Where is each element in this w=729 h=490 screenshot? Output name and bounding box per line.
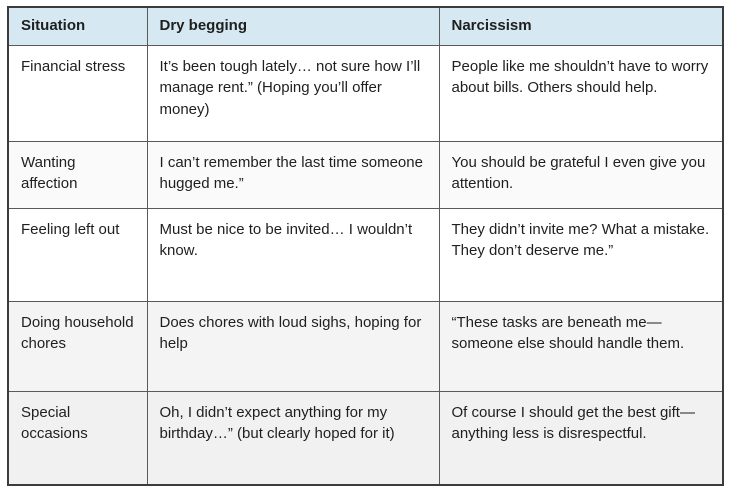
cell-dry-begging: I can’t remember the last time someone h… bbox=[146, 140, 440, 209]
cell-narcissism: They didn’t invite me? What a mistake. T… bbox=[438, 207, 724, 302]
column-header-situation: Situation bbox=[7, 6, 148, 46]
cell-situation: Doing household chores bbox=[7, 300, 148, 392]
table-header-row: Situation Dry begging Narcissism bbox=[7, 6, 724, 46]
column-header-narcissism: Narcissism bbox=[438, 6, 724, 46]
cell-situation: Special occasions bbox=[7, 390, 148, 486]
cell-dry-begging: Must be nice to be invited… I wouldn’t k… bbox=[146, 207, 440, 302]
table-row: Feeling left out Must be nice to be invi… bbox=[7, 207, 724, 302]
table-row: Special occasions Oh, I didn’t expect an… bbox=[7, 390, 724, 486]
cell-narcissism: People like me shouldn’t have to worry a… bbox=[438, 44, 724, 142]
cell-narcissism: “These tasks are beneath me—someone else… bbox=[438, 300, 724, 392]
cell-dry-begging: Oh, I didn’t expect anything for my birt… bbox=[146, 390, 440, 486]
cell-dry-begging: It’s been tough lately… not sure how I’l… bbox=[146, 44, 440, 142]
cell-narcissism: You should be grateful I even give you a… bbox=[438, 140, 724, 209]
cell-dry-begging: Does chores with loud sighs, hoping for … bbox=[146, 300, 440, 392]
cell-narcissism: Of course I should get the best gift—any… bbox=[438, 390, 724, 486]
column-header-dry-begging: Dry begging bbox=[146, 6, 440, 46]
table-row: Financial stress It’s been tough lately…… bbox=[7, 44, 724, 142]
cell-situation: Feeling left out bbox=[7, 207, 148, 302]
dry-begging-vs-narcissism-table: Situation Dry begging Narcissism Financi… bbox=[7, 6, 724, 486]
cell-situation: Financial stress bbox=[7, 44, 148, 142]
table-row: Doing household chores Does chores with … bbox=[7, 300, 724, 392]
cell-situation: Wanting affection bbox=[7, 140, 148, 209]
table-row: Wanting affection I can’t remember the l… bbox=[7, 140, 724, 209]
